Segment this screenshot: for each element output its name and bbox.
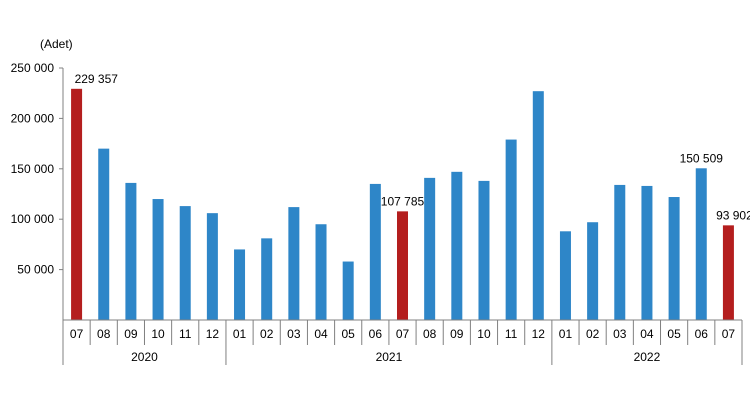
year-label: 2020: [131, 350, 158, 364]
x-tick-label: 11: [505, 327, 518, 341]
bars: [71, 88, 734, 321]
bar-highlight: [397, 211, 408, 320]
x-tick-label: 10: [477, 327, 491, 341]
bar: [587, 222, 599, 320]
x-tick-label: 06: [695, 327, 709, 341]
bar: [342, 261, 354, 320]
x-tick-label: 09: [124, 327, 138, 341]
x-tick-label: 03: [613, 327, 627, 341]
y-tick-label: 200 000: [11, 111, 55, 125]
bar: [614, 184, 626, 320]
y-tick-label: 250 000: [11, 61, 55, 75]
bar-highlight: [722, 225, 734, 320]
x-tick-label: 11: [179, 327, 192, 341]
bar: [505, 139, 517, 320]
bar: [668, 197, 680, 320]
data-label: 93 902: [716, 208, 750, 222]
bar: [125, 182, 137, 320]
bar: [478, 180, 490, 320]
bar: [261, 238, 273, 320]
bar: [179, 206, 191, 320]
x-tick-label: 09: [450, 327, 464, 341]
bar: [98, 148, 110, 320]
year-label: 2021: [376, 350, 403, 364]
bar: [152, 199, 164, 320]
bar-highlight: [71, 88, 83, 321]
x-tick-label: 07: [396, 327, 410, 341]
bar: [532, 91, 544, 321]
x-tick-label: 05: [667, 327, 681, 341]
x-tick-label: 08: [423, 327, 437, 341]
x-tick-label: 03: [287, 327, 301, 341]
x-tick-label: 07: [722, 327, 736, 341]
bar: [288, 207, 300, 320]
x-tick-label: 10: [151, 327, 165, 341]
bar: [315, 224, 327, 320]
data-labels: 229 357 107 785 150 509 93 902: [75, 72, 750, 223]
x-tick-label: 07: [70, 327, 84, 341]
x-tick-label: 06: [369, 327, 383, 341]
x-tick-label: 08: [97, 327, 111, 341]
x-tick-label: 04: [314, 327, 328, 341]
y-tick-label: 150 000: [11, 162, 55, 176]
x-tick-label: 04: [640, 327, 654, 341]
bar: [641, 185, 653, 320]
x-tick-label: 02: [586, 327, 600, 341]
x-tick-label: 12: [206, 327, 220, 341]
x-tick-label: 01: [233, 327, 247, 341]
data-label: 150 509: [680, 151, 724, 165]
data-label: 229 357: [75, 72, 119, 86]
bar: [206, 213, 218, 320]
y-tick-label: 100 000: [11, 212, 55, 226]
unit-label: (Adet): [40, 37, 73, 51]
bar: [451, 171, 463, 320]
year-label: 2022: [634, 350, 661, 364]
x-tick-label: 12: [532, 327, 546, 341]
x-tick-label: 05: [342, 327, 356, 341]
bar: [234, 249, 246, 320]
bar: [695, 168, 707, 320]
bar: [424, 177, 436, 320]
y-tick-label: 50 000: [17, 263, 54, 277]
x-tick-label: 02: [260, 327, 274, 341]
bar: [559, 231, 571, 320]
data-label: 107 785: [381, 194, 425, 208]
bar: [369, 183, 381, 320]
y-axis-ticks: 50 000 100 000 150 000 200 000 250 000: [11, 61, 64, 320]
x-tick-label: 01: [559, 327, 573, 341]
x-axis: 07 08 09 10 11 12 01 02 03 04 05 06 07 08 09 10 11 12 01 02…: [62, 319, 743, 365]
